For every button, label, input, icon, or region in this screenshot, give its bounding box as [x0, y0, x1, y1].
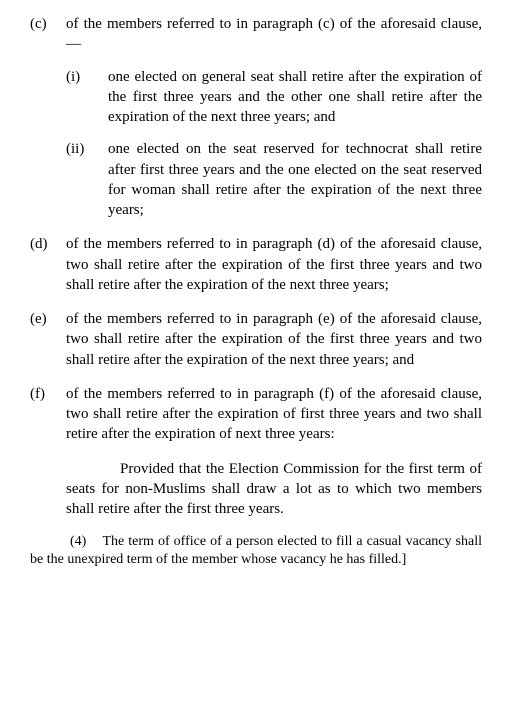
clause-d: (d) of the members referred to in paragr… — [30, 234, 482, 295]
clause-e: (e) of the members referred to in paragr… — [30, 309, 482, 370]
clause-f-label: (f) — [30, 384, 66, 445]
paragraph-4-number: (4) — [70, 534, 86, 549]
paragraph-4-text: The term of office of a person elected t… — [30, 534, 482, 567]
clause-c: (c) of the members referred to in paragr… — [30, 14, 482, 220]
subclause-c-ii-text: one elected on the seat reserved for tec… — [108, 139, 482, 220]
subclause-c-i-text: one elected on general seat shall retire… — [108, 67, 482, 128]
subclause-c-ii: (ii) one elected on the seat reserved fo… — [66, 139, 482, 220]
page: (c) of the members referred to in paragr… — [0, 0, 512, 600]
clause-c-body: of the members referred to in paragraph … — [66, 14, 482, 220]
proviso: Provided that the Election Commission fo… — [66, 459, 482, 520]
subclause-c-i-label: (i) — [66, 67, 108, 128]
clause-d-label: (d) — [30, 234, 66, 295]
clause-c-text: of the members referred to in paragraph … — [66, 16, 482, 52]
clause-c-label: (c) — [30, 14, 66, 220]
clause-f-text: of the members referred to in paragraph … — [66, 384, 482, 445]
clause-e-text: of the members referred to in paragraph … — [66, 309, 482, 370]
subclause-c-i: (i) one elected on general seat shall re… — [66, 67, 482, 128]
subclause-c-ii-label: (ii) — [66, 139, 108, 220]
proviso-text: Provided that the Election Commission fo… — [66, 459, 482, 520]
clause-d-text: of the members referred to in paragraph … — [66, 234, 482, 295]
paragraph-4: (4) The term of office of a person elect… — [30, 533, 482, 569]
clause-f: (f) of the members referred to in paragr… — [30, 384, 482, 445]
clause-e-label: (e) — [30, 309, 66, 370]
